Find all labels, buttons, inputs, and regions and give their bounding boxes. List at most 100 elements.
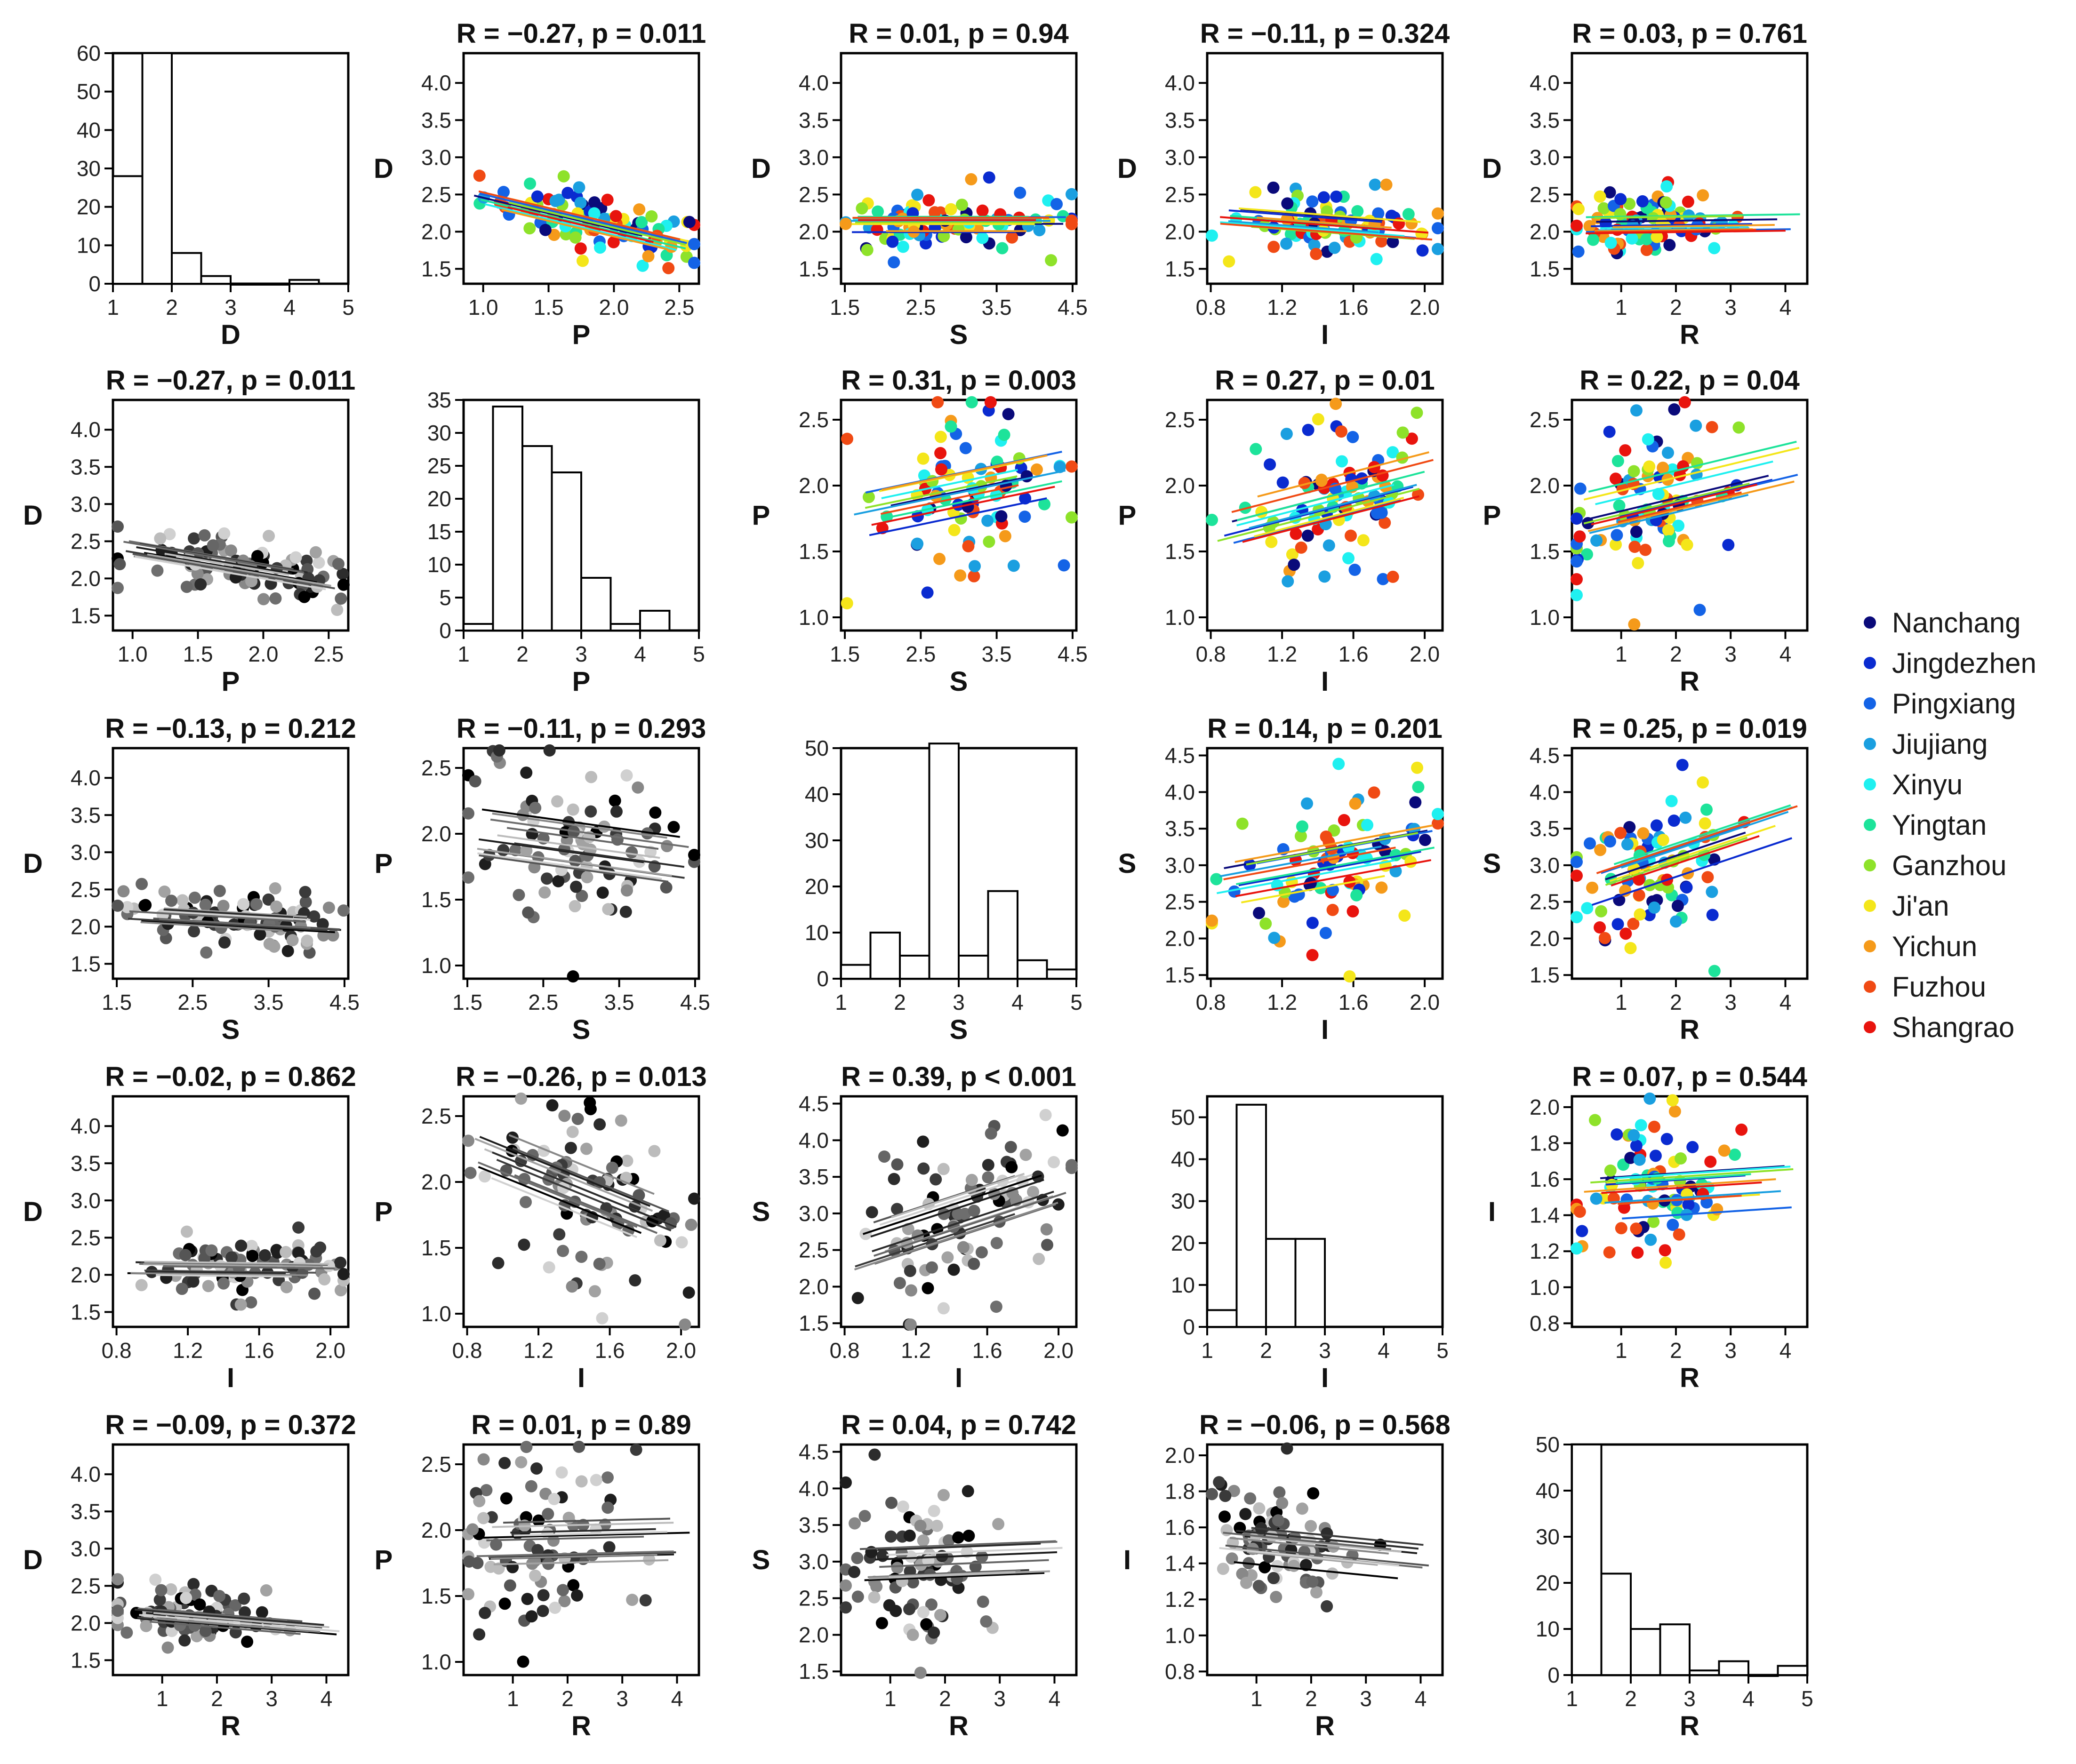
- x-tick-label: 1: [835, 990, 847, 1014]
- regression-line: [1217, 487, 1420, 542]
- data-point: [564, 1141, 577, 1154]
- y-tick-label: 4.0: [1530, 71, 1560, 95]
- data-point: [154, 532, 167, 545]
- regression-line: [507, 206, 654, 243]
- y-tick-label: 0.8: [1165, 1659, 1195, 1684]
- data-point: [1351, 205, 1364, 217]
- data-point: [588, 1285, 601, 1298]
- data-point: [1281, 197, 1294, 210]
- data-point: [937, 1302, 950, 1315]
- data-point: [1586, 881, 1599, 894]
- x-axis-label: I: [1321, 666, 1329, 697]
- data-point: [1280, 237, 1293, 250]
- data-point: [1679, 811, 1692, 824]
- legend-label: Ganzhou: [1892, 849, 2007, 881]
- data-point: [1252, 1580, 1265, 1592]
- y-tick-label: 3.0: [71, 1536, 101, 1561]
- data-point: [1267, 1572, 1280, 1584]
- data-point: [976, 1550, 988, 1563]
- histogram-bar: [492, 406, 523, 631]
- x-tick-label: 1: [1615, 990, 1627, 1014]
- y-tick-label: 1.0: [799, 605, 829, 630]
- regression-line: [491, 1177, 637, 1238]
- x-tick-label: 2.5: [906, 642, 936, 666]
- data-point: [1594, 190, 1606, 203]
- data-point: [888, 1173, 900, 1185]
- data-point: [531, 190, 544, 203]
- data-point: [473, 1495, 486, 1508]
- data-point: [621, 1155, 633, 1167]
- data-point: [332, 558, 345, 570]
- data-point: [520, 1441, 533, 1453]
- data-point: [906, 1628, 919, 1641]
- data-point: [574, 242, 587, 255]
- data-point: [1649, 1149, 1662, 1162]
- data-point: [1375, 506, 1388, 519]
- histogram-bar: [1659, 1623, 1691, 1676]
- data-point: [1380, 178, 1393, 191]
- data-point: [999, 530, 1011, 543]
- y-tick-label: 2.5: [1530, 890, 1560, 914]
- x-tick-label: 3: [616, 1686, 628, 1711]
- y-axis-label: D: [23, 500, 43, 531]
- x-axis-label: R: [1680, 1014, 1699, 1045]
- data-point: [1335, 425, 1347, 438]
- data-point: [848, 1565, 861, 1578]
- data-point: [161, 1641, 174, 1654]
- data-point: [935, 463, 948, 476]
- regression-line: [1220, 221, 1405, 237]
- data-point: [868, 1591, 881, 1604]
- data-point: [1634, 908, 1646, 921]
- y-tick-label: 0: [439, 618, 451, 643]
- data-point: [552, 875, 565, 887]
- x-tick-label: 2: [1260, 1338, 1272, 1363]
- data-point: [531, 1544, 544, 1556]
- data-point: [601, 1471, 614, 1484]
- y-tick-label: 30: [77, 156, 101, 181]
- data-point: [1301, 797, 1314, 810]
- data-point: [153, 1594, 166, 1606]
- regression-line: [479, 192, 687, 244]
- data-point: [596, 886, 609, 899]
- y-tick-label: 2.0: [799, 1274, 829, 1299]
- data-point: [1648, 1120, 1660, 1133]
- regression-line: [163, 1265, 335, 1269]
- regression-line: [474, 1532, 690, 1539]
- regression-line: [1605, 837, 1748, 886]
- data-point: [1014, 186, 1026, 199]
- data-point: [625, 846, 638, 859]
- data-point: [569, 900, 581, 912]
- data-point: [1307, 1487, 1320, 1500]
- data-point: [1648, 901, 1661, 914]
- regression-line: [877, 1542, 1041, 1551]
- regression-line: [479, 1136, 651, 1207]
- x-tick-label: 4.5: [1058, 295, 1088, 319]
- data-point: [179, 1249, 192, 1261]
- data-point: [462, 1134, 474, 1147]
- regression-line: [1238, 850, 1421, 886]
- x-tick-label: 2: [1305, 1686, 1317, 1711]
- histogram-bar: [1017, 959, 1048, 980]
- data-point: [851, 1552, 864, 1564]
- data-point: [575, 1475, 588, 1488]
- x-tick-label: 3: [1724, 295, 1737, 319]
- data-point: [593, 1118, 606, 1131]
- data-point: [337, 567, 349, 580]
- regression-line: [477, 852, 662, 880]
- data-point: [335, 592, 347, 605]
- data-point: [840, 1601, 852, 1614]
- regression-line: [1250, 1536, 1402, 1553]
- x-axis-label: P: [222, 666, 240, 697]
- data-point: [1573, 1205, 1586, 1218]
- data-point: [866, 1206, 878, 1219]
- data-point: [1336, 455, 1348, 468]
- data-point: [980, 1615, 993, 1628]
- data-point: [566, 1125, 579, 1138]
- legend-item: Nanchang: [1864, 602, 2071, 643]
- data-point: [205, 1244, 218, 1257]
- data-point: [1571, 1242, 1583, 1255]
- data-point: [1348, 564, 1361, 576]
- regression-line: [508, 1134, 655, 1195]
- data-point: [1295, 541, 1307, 554]
- data-point: [1627, 918, 1640, 930]
